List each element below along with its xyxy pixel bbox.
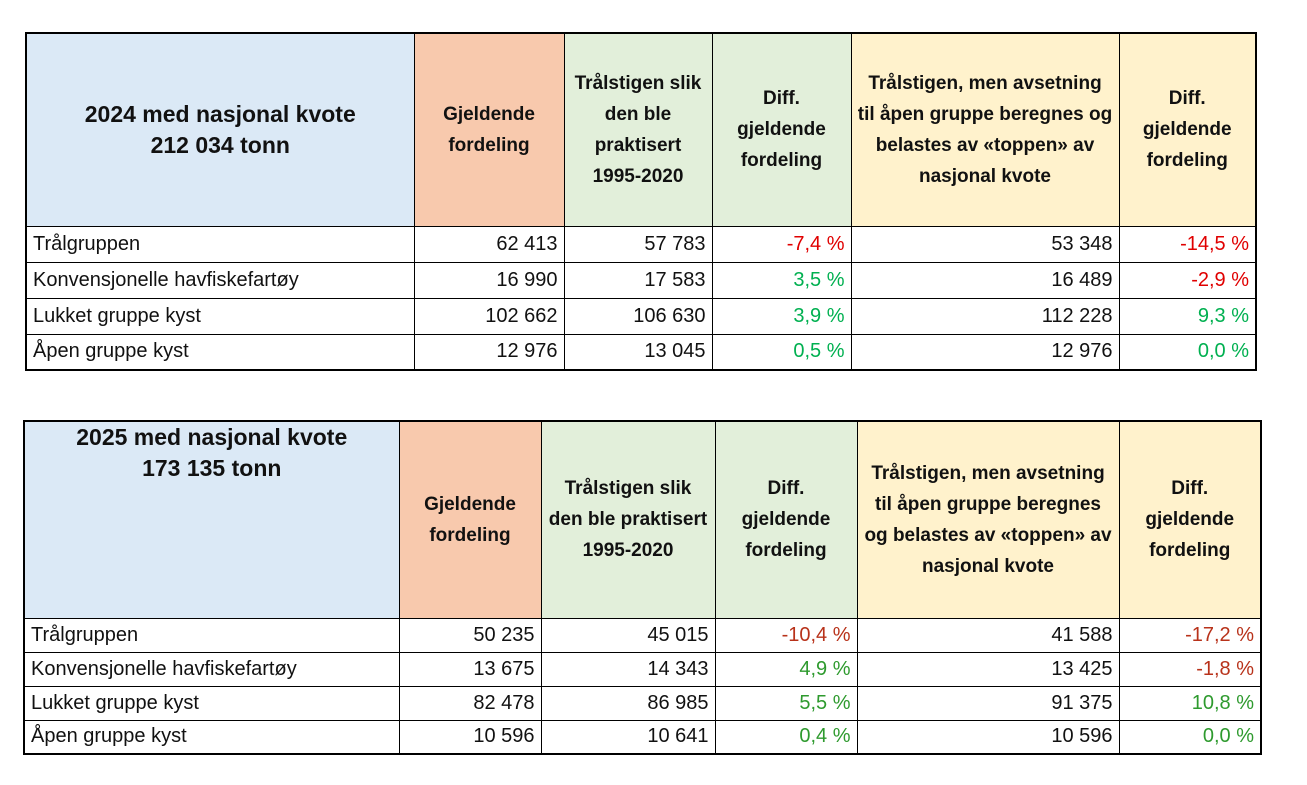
cell: 12 976 xyxy=(413,333,565,371)
cell: -7,4 % xyxy=(711,225,852,263)
cell: 53 348 xyxy=(850,225,1120,263)
cell: -17,2 % xyxy=(1118,617,1262,653)
cell: 57 783 xyxy=(563,225,713,263)
row: Konvensjonelle havfiskefartøy 16 990 17 58… xyxy=(25,261,1257,299)
table: 2024 med nasjonal kvote 212 034 tonn Gjel… xyxy=(25,32,1257,371)
table-title: 2025 med nasjonal kvote 173 135 tonn xyxy=(23,420,400,619)
column-header: Trålstigen, men avsetning til åpen grupp… xyxy=(856,420,1120,619)
cell: -1,8 % xyxy=(1118,651,1262,687)
body: Trålgruppen 50 235 45 015 -10,4 % 41 588 -17,… xyxy=(23,617,1262,755)
cell: 16 489 xyxy=(850,261,1120,299)
header-row: 2025 med nasjonal kvote 173 135 tonn Gjel… xyxy=(23,420,1262,619)
cell: 106 630 xyxy=(563,297,713,335)
cell: 0,5 % xyxy=(711,333,852,371)
column-header: Trålstigen slik den ble praktisert 1995-… xyxy=(563,32,713,227)
cell: 10 596 xyxy=(856,719,1120,755)
cell: -14,5 % xyxy=(1118,225,1257,263)
cell: 9,3 % xyxy=(1118,297,1257,335)
row: Lukket gruppe kyst 82 478 86 985 5,5 % 91 37… xyxy=(23,685,1262,721)
table: 2025 med nasjonal kvote 173 135 tonn Gjel… xyxy=(23,420,1262,755)
column-header: Trålstigen slik den ble praktisert 1995-… xyxy=(540,420,716,619)
row-label: Konvensjonelle havfiskefartøy xyxy=(25,261,415,299)
column-header: Diff. gjeldende fordeling xyxy=(714,420,858,619)
cell: 10 641 xyxy=(540,719,716,755)
cell: 102 662 xyxy=(413,297,565,335)
cell: 0,4 % xyxy=(714,719,858,755)
cell: 10 596 xyxy=(398,719,542,755)
cell: 12 976 xyxy=(850,333,1120,371)
cell: 50 235 xyxy=(398,617,542,653)
column-header: Diff. gjeldende fordeling xyxy=(711,32,852,227)
cell: 45 015 xyxy=(540,617,716,653)
cell: 3,5 % xyxy=(711,261,852,299)
cell: 112 228 xyxy=(850,297,1120,335)
cell: 5,5 % xyxy=(714,685,858,721)
cell: 4,9 % xyxy=(714,651,858,687)
header: 2025 med nasjonal kvote 173 135 tonn Gjel… xyxy=(23,420,1262,619)
row-label: Trålgruppen xyxy=(25,225,415,263)
cell: -10,4 % xyxy=(714,617,858,653)
row: Konvensjonelle havfiskefartøy 13 675 14 34… xyxy=(23,651,1262,687)
row-label: Konvensjonelle havfiskefartøy xyxy=(23,651,400,687)
cell: 13 675 xyxy=(398,651,542,687)
row-label: Lukket gruppe kyst xyxy=(25,297,415,335)
row-label: Trålgruppen xyxy=(23,617,400,653)
row: Åpen gruppe kyst 12 976 13 045 0,5 % 12 976 0… xyxy=(25,333,1257,371)
column-header: Diff. gjeldende fordeling xyxy=(1118,32,1257,227)
cell: 41 588 xyxy=(856,617,1120,653)
body: Trålgruppen 62 413 57 783 -7,4 % 53 348 -14,5… xyxy=(25,225,1257,371)
cell: 3,9 % xyxy=(711,297,852,335)
column-header: Gjeldende fordeling xyxy=(413,32,565,227)
cell: 91 375 xyxy=(856,685,1120,721)
header-row: 2024 med nasjonal kvote 212 034 tonn Gjel… xyxy=(25,32,1257,227)
table-title: 2024 med nasjonal kvote 212 034 tonn xyxy=(25,32,415,227)
row-label: Åpen gruppe kyst xyxy=(25,333,415,371)
column-header: Diff. gjeldende fordeling xyxy=(1118,420,1262,619)
cell: 62 413 xyxy=(413,225,565,263)
cell: 82 478 xyxy=(398,685,542,721)
row-label: Lukket gruppe kyst xyxy=(23,685,400,721)
cell: 16 990 xyxy=(413,261,565,299)
row: Trålgruppen 62 413 57 783 -7,4 % 53 348 -14,5… xyxy=(25,225,1257,263)
row: Lukket gruppe kyst 102 662 106 630 3,9 % 112… xyxy=(25,297,1257,335)
cell: 0,0 % xyxy=(1118,333,1257,371)
cell: -2,9 % xyxy=(1118,261,1257,299)
cell: 10,8 % xyxy=(1118,685,1262,721)
cell: 17 583 xyxy=(563,261,713,299)
cell: 13 425 xyxy=(856,651,1120,687)
row: Åpen gruppe kyst 10 596 10 641 0,4 % 10 596 0… xyxy=(23,719,1262,755)
cell: 13 045 xyxy=(563,333,713,371)
cell: 86 985 xyxy=(540,685,716,721)
row-label: Åpen gruppe kyst xyxy=(23,719,400,755)
row: Trålgruppen 50 235 45 015 -10,4 % 41 588 -17,… xyxy=(23,617,1262,653)
column-header: Trålstigen, men avsetning til åpen grupp… xyxy=(850,32,1120,227)
cell: 0,0 % xyxy=(1118,719,1262,755)
column-header: Gjeldende fordeling xyxy=(398,420,542,619)
cell: 14 343 xyxy=(540,651,716,687)
header: 2024 med nasjonal kvote 212 034 tonn Gjel… xyxy=(25,32,1257,227)
